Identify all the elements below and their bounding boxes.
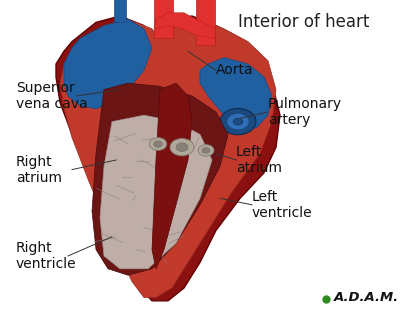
Polygon shape <box>154 13 215 38</box>
Text: Right
atrium: Right atrium <box>16 155 62 185</box>
Polygon shape <box>92 83 228 275</box>
Polygon shape <box>200 58 272 128</box>
Text: Pulmonary
artery: Pulmonary artery <box>268 97 342 127</box>
Text: Left
atrium: Left atrium <box>236 145 282 175</box>
Text: Aorta: Aorta <box>216 63 254 77</box>
Ellipse shape <box>227 114 249 130</box>
Polygon shape <box>60 19 276 298</box>
Polygon shape <box>64 19 152 109</box>
Ellipse shape <box>176 143 188 151</box>
Ellipse shape <box>202 148 210 153</box>
Text: A.D.A.M.: A.D.A.M. <box>334 291 399 304</box>
Ellipse shape <box>149 138 167 150</box>
Bar <box>154 0 173 38</box>
Ellipse shape <box>198 145 214 156</box>
Ellipse shape <box>170 139 194 156</box>
Polygon shape <box>100 115 212 269</box>
Ellipse shape <box>220 108 256 135</box>
Text: Right
ventricle: Right ventricle <box>16 241 77 271</box>
Polygon shape <box>152 83 192 269</box>
Polygon shape <box>56 16 280 301</box>
Ellipse shape <box>233 118 243 125</box>
Text: Interior of heart: Interior of heart <box>238 13 370 31</box>
Bar <box>196 0 215 45</box>
Text: Superior
vena cava: Superior vena cava <box>16 81 88 111</box>
Polygon shape <box>114 0 126 22</box>
Text: Left
ventricle: Left ventricle <box>252 190 313 220</box>
Ellipse shape <box>154 141 162 147</box>
